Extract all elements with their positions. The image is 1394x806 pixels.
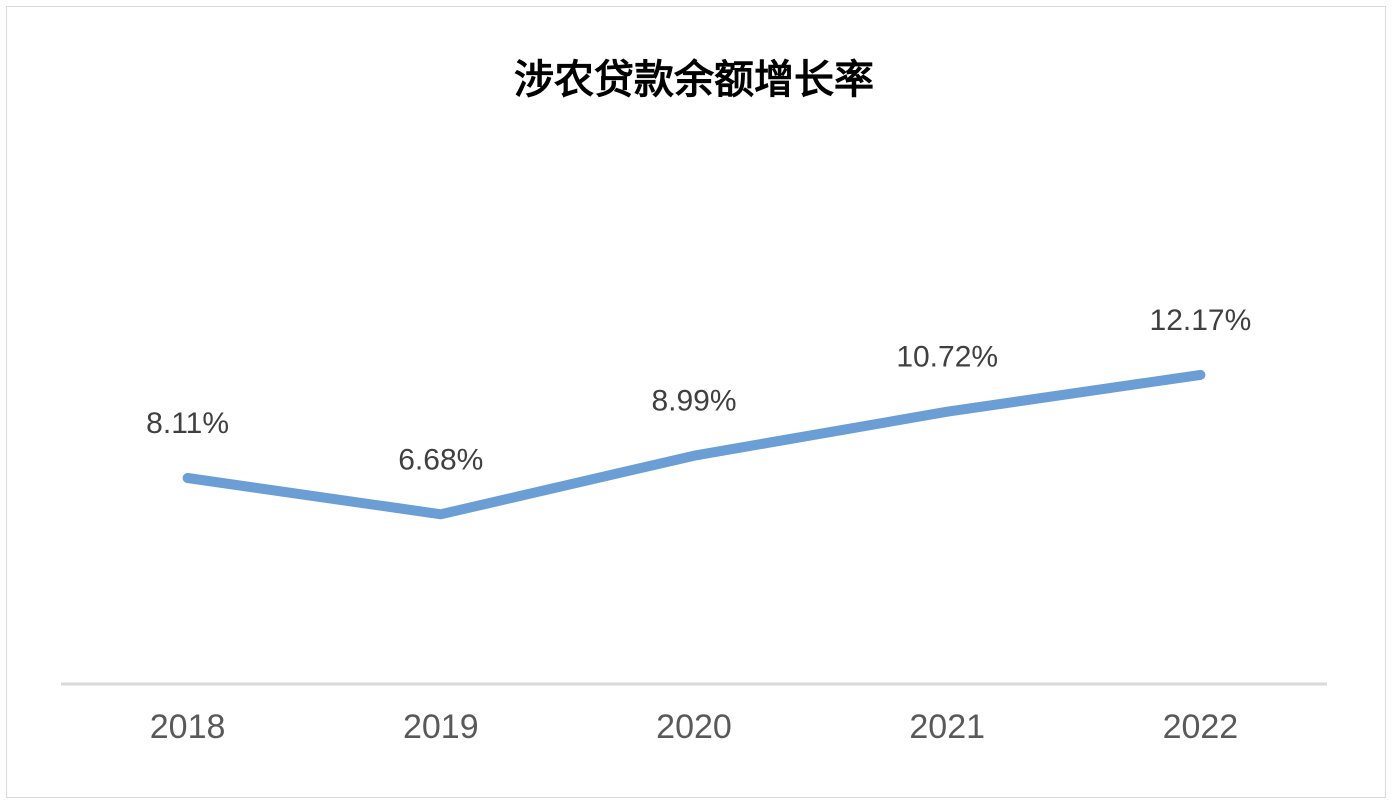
x-tick-label-2018: 2018 [150, 708, 226, 746]
x-tick-label-2021: 2021 [909, 708, 985, 746]
chart-title: 涉农贷款余额增长率 [514, 57, 874, 103]
x-tick-label-2022: 2022 [1163, 708, 1239, 746]
data-label-2020: 8.99% [651, 385, 736, 418]
x-tick-label-2020: 2020 [656, 708, 732, 746]
data-label-2019: 6.68% [398, 443, 483, 476]
data-label-2018: 8.11% [146, 407, 229, 440]
x-tick-label-2019: 2019 [403, 708, 479, 746]
data-label-2021: 10.72% [896, 341, 998, 374]
data-label-2022: 12.17% [1150, 304, 1252, 337]
chart-frame [6, 6, 1386, 798]
series-line [182, 369, 1206, 520]
